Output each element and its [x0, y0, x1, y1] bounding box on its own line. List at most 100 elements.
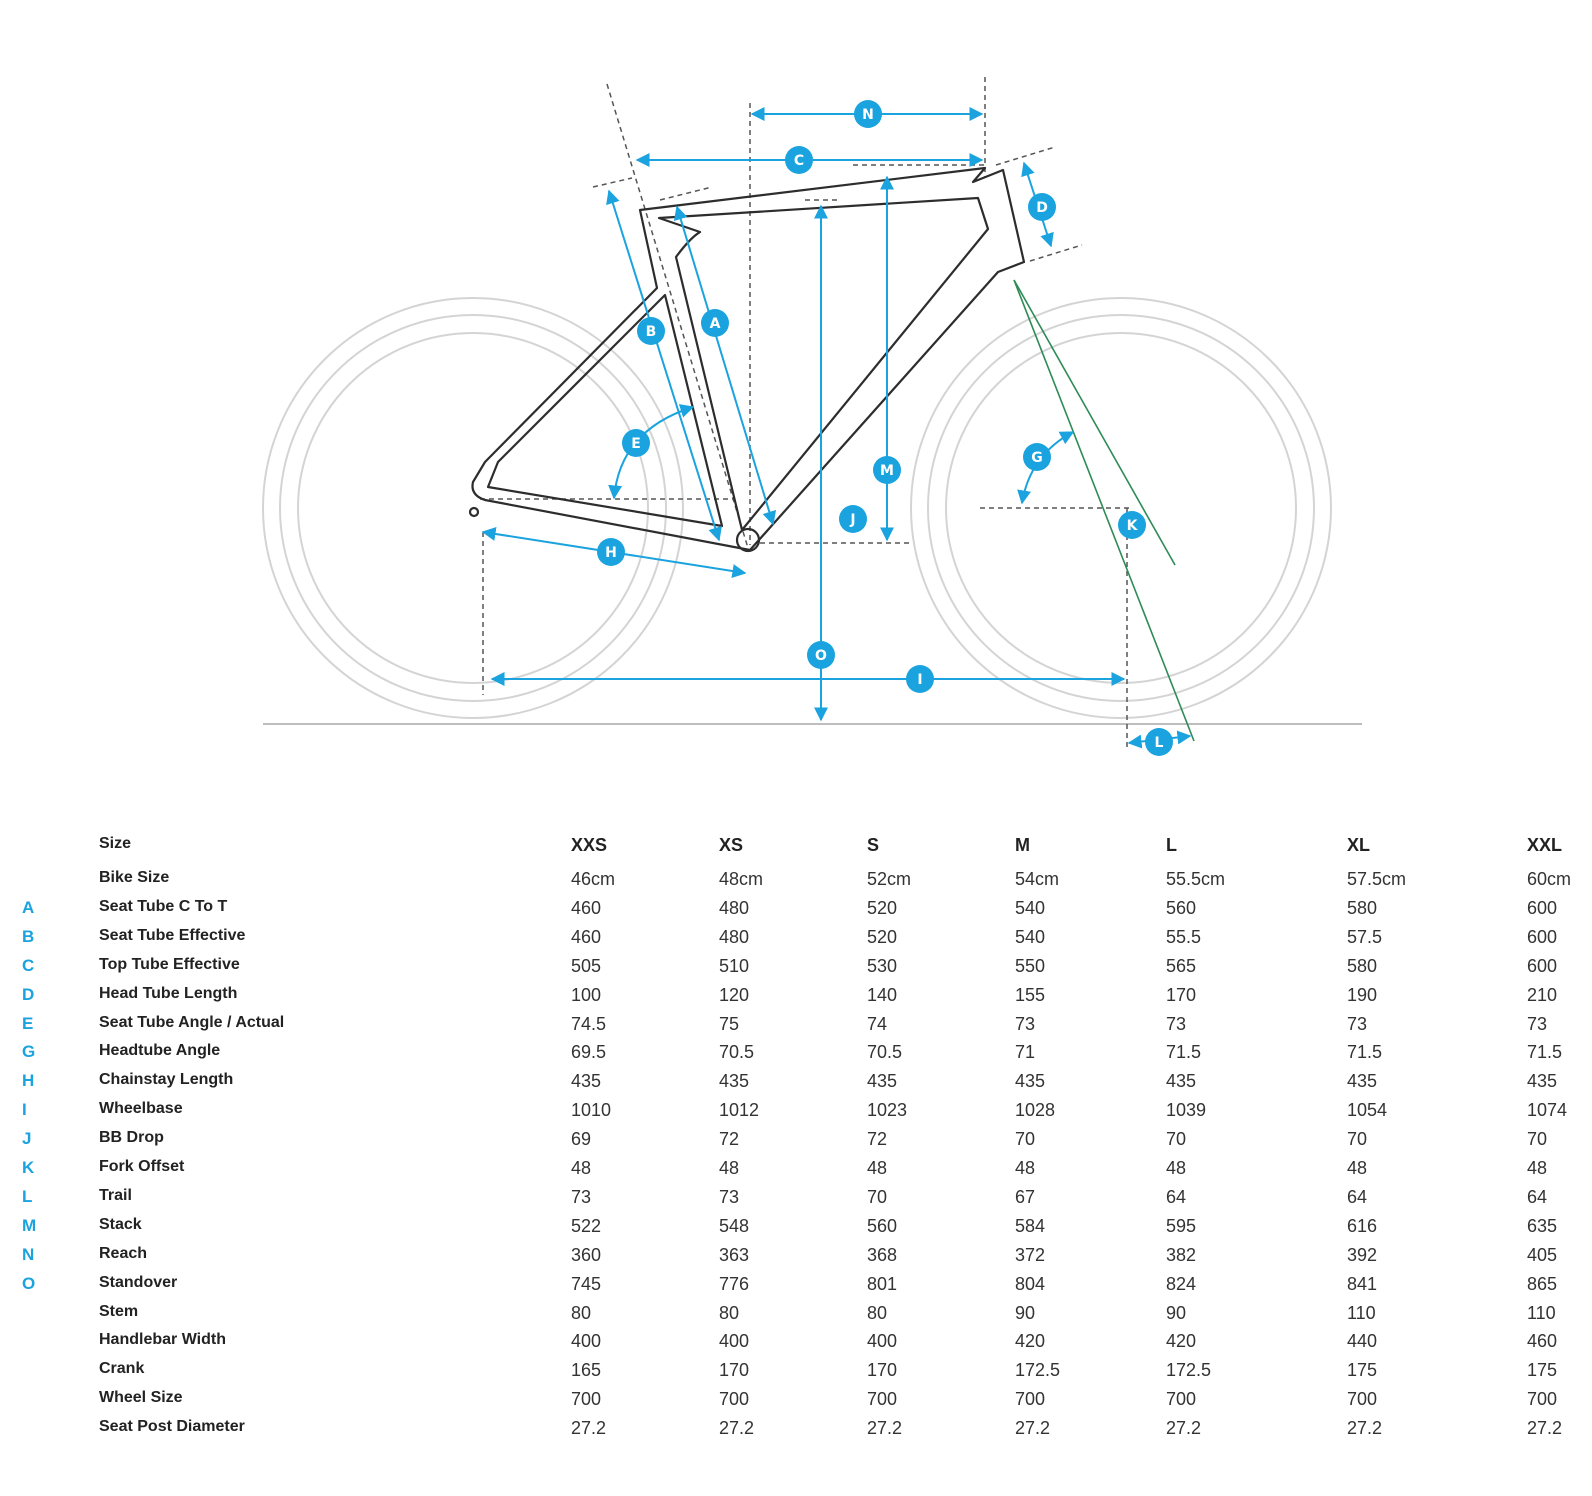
table-cell: 80	[867, 1302, 888, 1323]
marker-D: D	[1028, 193, 1056, 221]
table-cell: 435	[719, 1071, 750, 1092]
table-header-row: Size XXS XS S M L XL XXL	[0, 835, 1592, 863]
table-cell: 73	[1166, 1013, 1187, 1034]
svg-text:G: G	[1031, 450, 1043, 466]
row-label: Standover	[99, 1273, 178, 1291]
table-cell: 550	[1015, 955, 1046, 976]
table-cell: 175	[1347, 1360, 1378, 1381]
svg-text:B: B	[646, 324, 657, 340]
table-cell: 175	[1527, 1360, 1558, 1381]
table-row: I Wheelbase 1010 1012 1023 1028 1039 1054 1074	[0, 1100, 1592, 1128]
table-cell: 54cm	[1015, 869, 1060, 889]
table-cell: 190	[1347, 984, 1378, 1005]
row-label: BB Drop	[99, 1129, 164, 1147]
table-cell: 435	[1166, 1071, 1197, 1092]
size-header: S	[867, 835, 880, 855]
table-cell: 400	[867, 1331, 898, 1352]
row-letter: D	[22, 984, 35, 1004]
table-cell: 48	[867, 1158, 888, 1178]
row-letter: A	[22, 897, 35, 917]
table-cell: 1023	[867, 1100, 908, 1121]
table-cell: 841	[1347, 1273, 1378, 1294]
table-cell: 48cm	[719, 869, 764, 889]
table-row: L Trail 73 73 70 67 64 64 64	[0, 1187, 1592, 1215]
table-cell: 700	[571, 1389, 602, 1410]
svg-text:O: O	[815, 648, 827, 664]
table-cell: 140	[867, 984, 898, 1005]
table-cell: 360	[571, 1244, 602, 1265]
table-cell: 155	[1015, 984, 1046, 1005]
table-cell: 700	[1527, 1389, 1558, 1410]
row-label: Seat Tube Effective	[99, 926, 246, 944]
row-label: Headtube Angle	[99, 1042, 221, 1060]
marker-A: A	[701, 309, 729, 337]
table-cell: 170	[867, 1360, 898, 1381]
table-cell: 120	[719, 984, 750, 1005]
table-cell: 27.2	[1527, 1418, 1563, 1439]
row-letter: K	[22, 1158, 35, 1177]
table-cell: 1074	[1527, 1100, 1568, 1121]
table-cell: 400	[571, 1331, 602, 1352]
table-cell: 72	[719, 1129, 740, 1150]
table-cell: 580	[1347, 897, 1378, 918]
table-row: Stem 80 80 80 90 90 110 110	[0, 1303, 1592, 1331]
row-label: Trail	[99, 1186, 132, 1204]
table-row: Seat Post Diameter 27.2 27.2 27.2 27.2 27.2 27…	[0, 1418, 1592, 1446]
marker-G: G	[1023, 443, 1051, 471]
table-cell: 48	[1527, 1158, 1548, 1178]
marker-O: O	[807, 641, 835, 669]
table-cell: 90	[1166, 1302, 1187, 1323]
marker-M: M	[873, 456, 901, 484]
marker-L: L	[1145, 728, 1173, 756]
table-cell: 392	[1347, 1244, 1378, 1265]
svg-text:E: E	[631, 436, 641, 452]
table-cell: 700	[1015, 1389, 1046, 1410]
row-letter: H	[22, 1071, 35, 1091]
table-cell: 75	[719, 1013, 740, 1034]
table-row: C Top Tube Effective 505 510 530 550 565 580 600	[0, 956, 1592, 984]
table-cell: 420	[1015, 1331, 1046, 1352]
marker-J: J	[839, 505, 867, 533]
table-cell: 172.5	[1166, 1360, 1212, 1381]
measurement-arrows	[481, 107, 1192, 749]
table-cell: 363	[719, 1244, 750, 1265]
bike-geometry-diagram: N C D A B E M G J K H O I L	[262, 77, 1362, 756]
marker-H: H	[597, 538, 625, 566]
table-cell: 522	[571, 1215, 602, 1236]
table-cell: 700	[1347, 1389, 1378, 1410]
table-cell: 460	[571, 897, 602, 918]
svg-text:N: N	[862, 107, 874, 123]
table-cell: 170	[1166, 984, 1197, 1005]
table-cell: 73	[1347, 1013, 1368, 1034]
table-cell: 824	[1166, 1273, 1197, 1294]
row-letter: O	[22, 1273, 36, 1293]
table-cell: 80	[719, 1302, 740, 1323]
row-letter: N	[22, 1244, 35, 1264]
row-letter: E	[22, 1013, 34, 1033]
table-cell: 71.5	[1347, 1042, 1383, 1063]
table-cell: 600	[1527, 955, 1558, 976]
table-cell: 210	[1527, 984, 1558, 1005]
table-cell: 71.5	[1166, 1042, 1202, 1063]
table-cell: 64	[1527, 1186, 1548, 1207]
table-cell: 560	[867, 1215, 898, 1236]
row-label: Chainstay Length	[99, 1071, 234, 1089]
table-cell: 1010	[571, 1100, 612, 1121]
table-cell: 170	[719, 1360, 750, 1381]
table-row: A Seat Tube C To T 460 480 520 540 560 580 600	[0, 898, 1592, 926]
table-row: B Seat Tube Effective 460 480 520 540 55.5 57.5…	[0, 927, 1592, 955]
table-cell: 70	[1347, 1129, 1368, 1150]
table-cell: 368	[867, 1244, 898, 1265]
marker-C: C	[785, 146, 813, 174]
row-label: Fork Offset	[99, 1158, 185, 1175]
table-cell: 520	[867, 897, 898, 918]
svg-text:D: D	[1036, 200, 1048, 216]
fork-offset-lines	[1013, 279, 1195, 742]
table-cell: 71	[1015, 1042, 1036, 1063]
svg-text:K: K	[1127, 518, 1139, 534]
table-cell: 70.5	[719, 1042, 755, 1063]
marker-E: E	[622, 429, 650, 457]
table-cell: 700	[719, 1389, 750, 1410]
table-cell: 540	[1015, 926, 1046, 947]
table-cell: 48	[1166, 1158, 1187, 1178]
